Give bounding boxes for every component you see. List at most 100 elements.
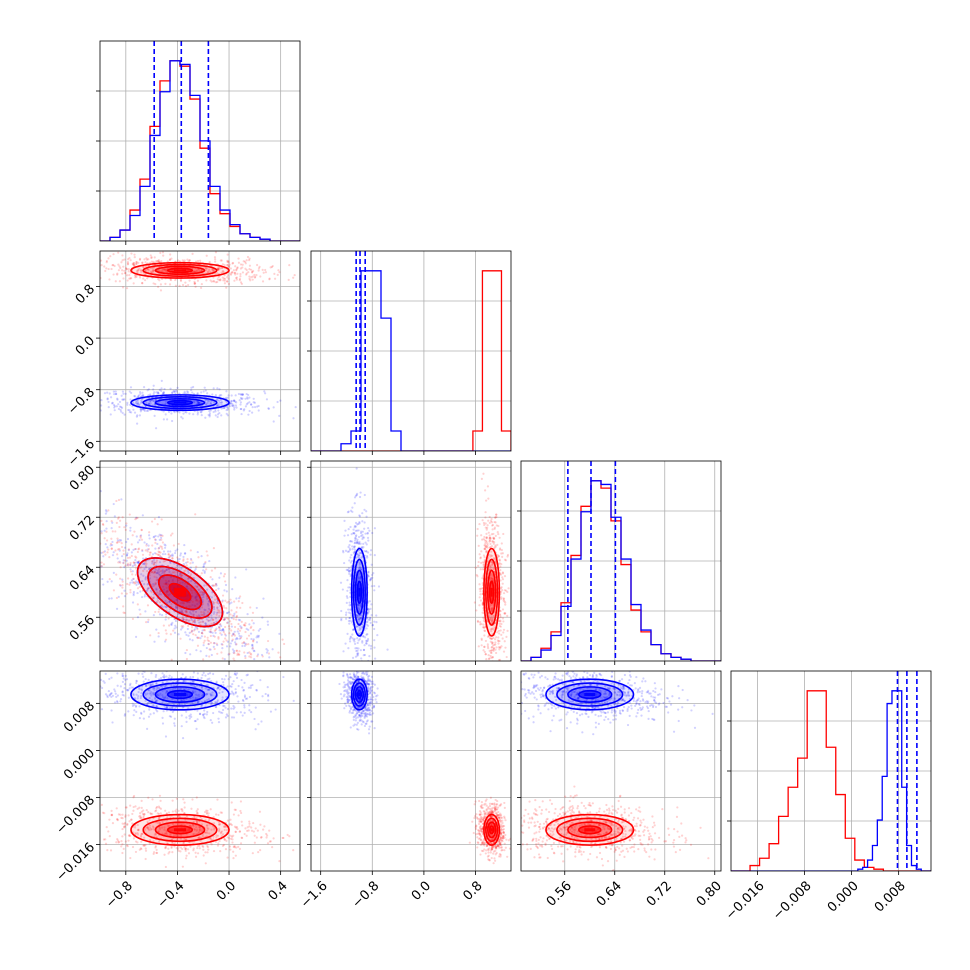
scatter-point <box>214 258 217 261</box>
scatter-point <box>145 621 148 624</box>
scatter-point <box>139 590 142 593</box>
scatter-point <box>121 586 124 589</box>
scatter-point <box>347 510 350 513</box>
scatter-point <box>122 265 125 268</box>
scatter-point <box>353 524 357 528</box>
scatter-point <box>95 576 97 578</box>
scatter-point <box>133 530 136 533</box>
scatter-point <box>124 564 127 567</box>
scatter-point <box>500 586 503 589</box>
scatter-point <box>209 402 212 405</box>
scatter-point <box>106 580 109 583</box>
scatter-point <box>177 542 180 546</box>
scatter-point <box>355 541 358 544</box>
scatter-point <box>158 538 161 541</box>
scatter-point <box>154 610 157 614</box>
scatter-point <box>494 545 497 548</box>
scatter-point <box>248 277 251 280</box>
scatter-point <box>210 617 213 620</box>
scatter-point <box>182 680 185 683</box>
scatter-point <box>235 268 238 271</box>
scatter-point <box>179 554 182 557</box>
scatter-point <box>119 577 122 580</box>
scatter-point <box>148 577 152 580</box>
scatter-point <box>150 591 153 594</box>
scatter-point <box>218 688 221 691</box>
scatter-point <box>222 681 225 684</box>
scatter-point <box>223 406 226 410</box>
scatter-point <box>484 544 487 547</box>
scatter-point <box>131 262 134 266</box>
scatter-point <box>503 600 506 603</box>
scatter-point <box>182 664 184 666</box>
scatter-point <box>233 672 237 675</box>
scatter-point <box>143 562 146 566</box>
scatter-point <box>95 259 97 261</box>
scatter-point <box>225 607 228 610</box>
2d-red <box>79 498 286 661</box>
scatter-point <box>241 698 245 702</box>
scatter-point <box>167 676 170 679</box>
scatter-point <box>160 593 163 596</box>
scatter-point <box>211 691 214 694</box>
scatter-point <box>123 687 126 690</box>
scatter-point <box>239 625 242 628</box>
scatter-point <box>205 618 208 621</box>
scatter-point <box>220 401 223 404</box>
scatter-point <box>205 646 208 650</box>
scatter-point <box>361 537 364 541</box>
scatter-point <box>256 263 259 267</box>
scatter-point <box>491 578 494 581</box>
scatter-point <box>357 554 360 557</box>
scatter-point <box>192 680 195 683</box>
scatter-point <box>173 390 176 393</box>
scatter-point <box>364 663 366 665</box>
scatter-point <box>106 397 109 400</box>
scatter-point <box>126 279 129 282</box>
scatter-point <box>138 608 141 611</box>
scatter-point <box>207 413 210 417</box>
scatter-point <box>79 511 81 513</box>
scatter-point <box>138 257 142 260</box>
scatter-point <box>224 277 227 280</box>
scatter-point <box>350 559 354 563</box>
scatter-point <box>352 639 355 642</box>
scatter-point <box>167 589 170 592</box>
scatter-point <box>222 640 225 643</box>
scatter-point <box>138 539 141 542</box>
scatter-point <box>115 695 118 699</box>
scatter-point <box>172 629 175 632</box>
scatter-point <box>278 270 281 274</box>
scatter-point <box>358 514 361 517</box>
scatter-point <box>126 562 130 565</box>
scatter-point <box>223 279 226 282</box>
scatter-point <box>96 402 98 404</box>
scatter-point <box>215 642 218 645</box>
scatter-point <box>196 644 200 647</box>
scatter-point <box>175 389 178 392</box>
scatter-point <box>155 705 158 708</box>
scatter-point <box>136 616 140 619</box>
scatter-point <box>487 654 490 657</box>
scatter-point <box>132 548 135 551</box>
scatter-point <box>369 607 372 610</box>
scatter-point <box>340 617 343 620</box>
scatter-point <box>367 608 370 611</box>
scatter-point <box>161 722 165 725</box>
scatter-point <box>156 260 159 263</box>
scatter-point <box>133 667 135 669</box>
scatter-point <box>489 636 492 640</box>
scatter-point <box>134 555 137 558</box>
scatter-point <box>152 536 155 539</box>
scatter-point <box>239 267 242 270</box>
scatter-point <box>164 638 168 641</box>
scatter-point <box>85 266 87 268</box>
scatter-point <box>112 390 115 393</box>
scatter-point <box>485 528 488 531</box>
scatter-point <box>143 710 146 713</box>
scatter-point <box>181 673 184 676</box>
scatter-point <box>118 400 122 404</box>
scatter-point <box>167 579 171 583</box>
scatter-point <box>122 677 125 680</box>
scatter-point <box>355 613 358 617</box>
